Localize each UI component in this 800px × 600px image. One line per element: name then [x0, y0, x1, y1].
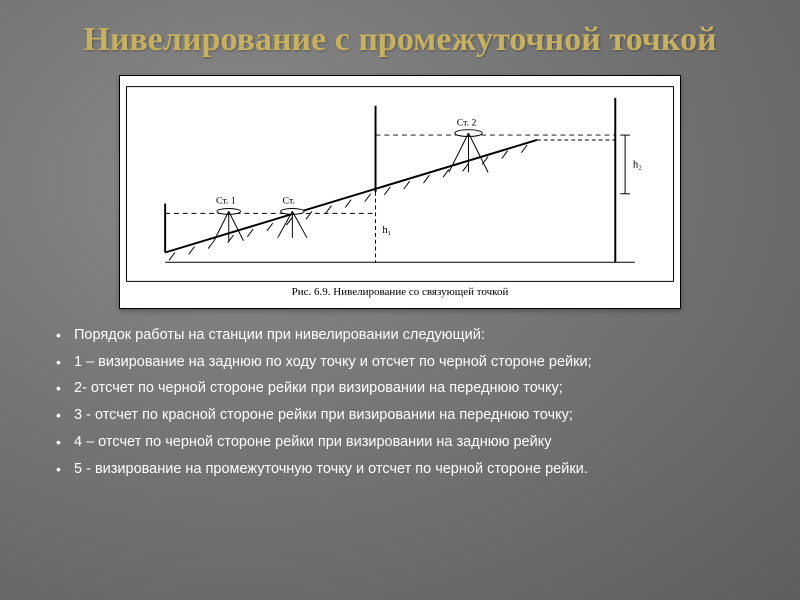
- figure-container: h₁ Ст. 1 Ст.: [119, 75, 681, 309]
- list-item: 5 - визирование на промежуточную точку и…: [50, 459, 760, 481]
- label-st2: Ст. 2: [457, 117, 477, 128]
- leveling-diagram: h₁ Ст. 1 Ст.: [126, 84, 674, 284]
- figure-caption: Рис. 6.9. Нивелирование со связующей точ…: [126, 284, 674, 302]
- list-item: 4 – отсчет по черной стороне рейки при в…: [50, 432, 760, 454]
- list-item: Порядок работы на станции при нивелирова…: [50, 325, 760, 347]
- label-st1: Ст. 1: [216, 195, 236, 206]
- bullet-list: Порядок работы на станции при нивелирова…: [40, 325, 760, 481]
- list-item: 1 – визирование на заднюю по ходу точку …: [50, 352, 760, 374]
- label-h1: h₁: [382, 224, 391, 236]
- list-item: 3 - отсчет по красной стороне рейки при …: [50, 405, 760, 427]
- list-item: 2- отсчет по черной стороне рейки при ви…: [50, 378, 760, 400]
- label-st: Ст.: [283, 195, 295, 206]
- slide-title: Нивелирование с промежуточной точкой: [40, 20, 760, 61]
- label-h2: h₂: [633, 158, 642, 170]
